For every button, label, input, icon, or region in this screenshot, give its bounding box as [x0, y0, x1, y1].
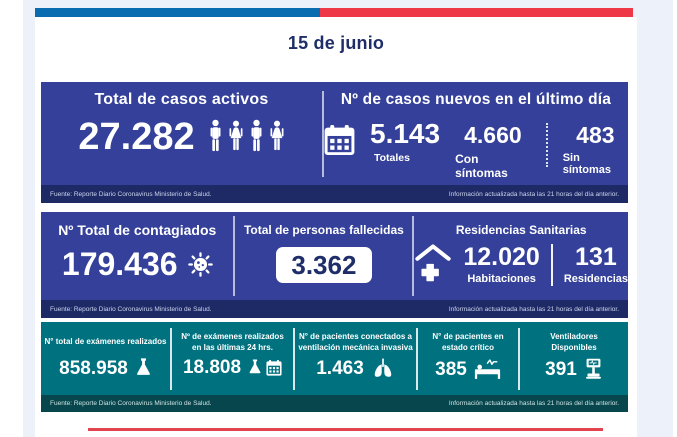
deaths-value-box: 3.362	[275, 247, 372, 283]
people-icons	[208, 119, 285, 155]
active-cases-title: Total de casos activos	[94, 91, 269, 108]
section-ventilated-patients: N° de pacientes conectados a ventilación…	[295, 322, 416, 395]
ventilators-label-line2: Disponibles	[551, 343, 597, 352]
hospital-bed-icon	[474, 358, 501, 380]
exams-total-value: 858.958	[59, 357, 128, 379]
virus-icon	[187, 251, 213, 277]
person-man-icon	[208, 119, 223, 155]
panel-health-network: N° total de exámenes realizados 858.958 …	[41, 322, 628, 412]
panel-totals: Nº Total de contagiados 179.436 Total de…	[41, 212, 628, 318]
panel-footer: Fuente: Reporte Diario Coronavirus Minis…	[41, 395, 628, 412]
section-critical-patients: N° de pacientes en estado crítico 385	[418, 322, 518, 395]
section-divider	[416, 327, 418, 390]
ventilated-label-line1: N° de pacientes conectados a	[298, 331, 412, 341]
deaths-title: Total de personas fallecidas	[243, 223, 404, 237]
calendar-icon	[266, 359, 282, 376]
exams-24h-label-line1: Nº de exámenes realizados	[181, 331, 284, 341]
section-total-infected: Nº Total de contagiados 179.436	[41, 212, 233, 300]
ventilated-label-line2: ventilación mecánica invasiva	[298, 343, 413, 352]
flag-bar-red-segment	[320, 8, 633, 17]
section-deaths: Total de personas fallecidas 3.362	[235, 212, 412, 300]
deaths-value: 3.362	[291, 250, 357, 280]
exams-24h-value: 18.808	[182, 357, 242, 378]
footer-source-text: Fuente: Reporte Diario Coronavirus Minis…	[50, 190, 212, 198]
new-cases-total-label: Totales	[374, 152, 410, 164]
residences-count-value: 131	[575, 243, 617, 271]
symptomatic-label: Con síntomas	[455, 152, 508, 180]
house-cross-icon	[414, 243, 452, 287]
section-new-cases: Nº de casos nuevos en el último día 5.14…	[324, 82, 628, 185]
section-residences: Residencias Sanitarias 12.020 Habitacion…	[414, 212, 628, 300]
ventilators-label-line1: Ventiladores	[550, 331, 598, 341]
asymptomatic-value: 483	[576, 122, 615, 148]
footer-source-text: Fuente: Reporte Diario Coronavirus Minis…	[50, 305, 212, 313]
rooms-value: 12.020	[463, 243, 540, 271]
section-divider	[322, 90, 324, 177]
calendar-icon	[324, 125, 355, 156]
new-cases-symptomatic: 4.660 Con síntomas	[455, 120, 531, 181]
new-cases-total: 5.143 Totales	[370, 118, 441, 165]
ventilators-value: 391	[545, 359, 577, 380]
footer-updated-text: Información actualizada hasta las 21 hor…	[448, 190, 619, 198]
infected-title: Nº Total de contagiados	[58, 222, 217, 238]
active-cases-value: 27.282	[78, 116, 195, 158]
red-underline	[88, 428, 603, 431]
critical-value: 385	[435, 358, 467, 380]
report-date-title: 15 de junio	[287, 33, 385, 53]
section-divider	[170, 327, 172, 390]
section-exams-24h: Nº de exámenes realizados en las últimas…	[172, 322, 293, 395]
panel-cases: Total de casos activos 27.282	[41, 82, 628, 203]
residences-count-label: Residencias	[563, 273, 629, 285]
dotted-divider	[545, 123, 548, 167]
critical-label-line1: N° de pacientes en	[432, 331, 504, 341]
flag-bar-blue-segment	[35, 8, 320, 17]
flag-accent-bar	[35, 8, 633, 17]
section-active-cases: Total de casos activos 27.282	[41, 82, 322, 185]
footer-source-text: Fuente: Reporte Diario Coronavirus Minis…	[50, 400, 212, 407]
flask-icon	[135, 358, 152, 378]
footer-updated-text: Información actualizada hasta las 21 hor…	[448, 305, 619, 313]
residences-rooms: 12.020 Habitaciones	[463, 243, 540, 286]
new-cases-title: Nº de casos nuevos en el último día	[340, 91, 612, 108]
residences-count: 131 Residencias	[563, 243, 629, 286]
section-divider	[233, 216, 236, 296]
person-man-icon	[249, 119, 264, 155]
section-ventilators: Ventiladores Disponibles 391	[520, 322, 628, 395]
new-cases-asymptomatic: 483 Sin síntomas	[562, 120, 628, 177]
symptomatic-value: 4.660	[464, 122, 522, 148]
section-divider	[518, 327, 520, 390]
section-divider	[412, 216, 415, 296]
lungs-icon	[371, 358, 395, 379]
rooms-label: Habitaciones	[467, 273, 536, 285]
exams-24h-label-line2: en las últimas 24 hrs.	[192, 343, 273, 352]
ventilated-value: 1.463	[316, 358, 364, 379]
asymptomatic-label: Sin síntomas	[562, 152, 612, 176]
residences-title: Residencias Sanitarias	[455, 223, 587, 237]
flask-icon	[248, 359, 262, 376]
person-woman-icon	[269, 119, 285, 155]
section-divider	[293, 327, 295, 390]
ventilator-machine-icon	[584, 358, 603, 381]
critical-label-line2: estado crítico	[441, 343, 494, 352]
person-woman-icon	[228, 119, 244, 155]
new-cases-total-value: 5.143	[370, 118, 441, 149]
stat-divider	[550, 244, 553, 286]
panel-footer: Fuente: Reporte Diario Coronavirus Minis…	[41, 300, 628, 318]
footer-updated-text: Información actualizada hasta las 21 hor…	[448, 400, 619, 407]
section-exams-total: N° total de exámenes realizados 858.958	[41, 322, 170, 395]
exams-total-label: N° total de exámenes realizados	[44, 337, 167, 347]
infected-value: 179.436	[61, 246, 178, 282]
panel-footer: Fuente: Reporte Diario Coronavirus Minis…	[41, 185, 628, 203]
